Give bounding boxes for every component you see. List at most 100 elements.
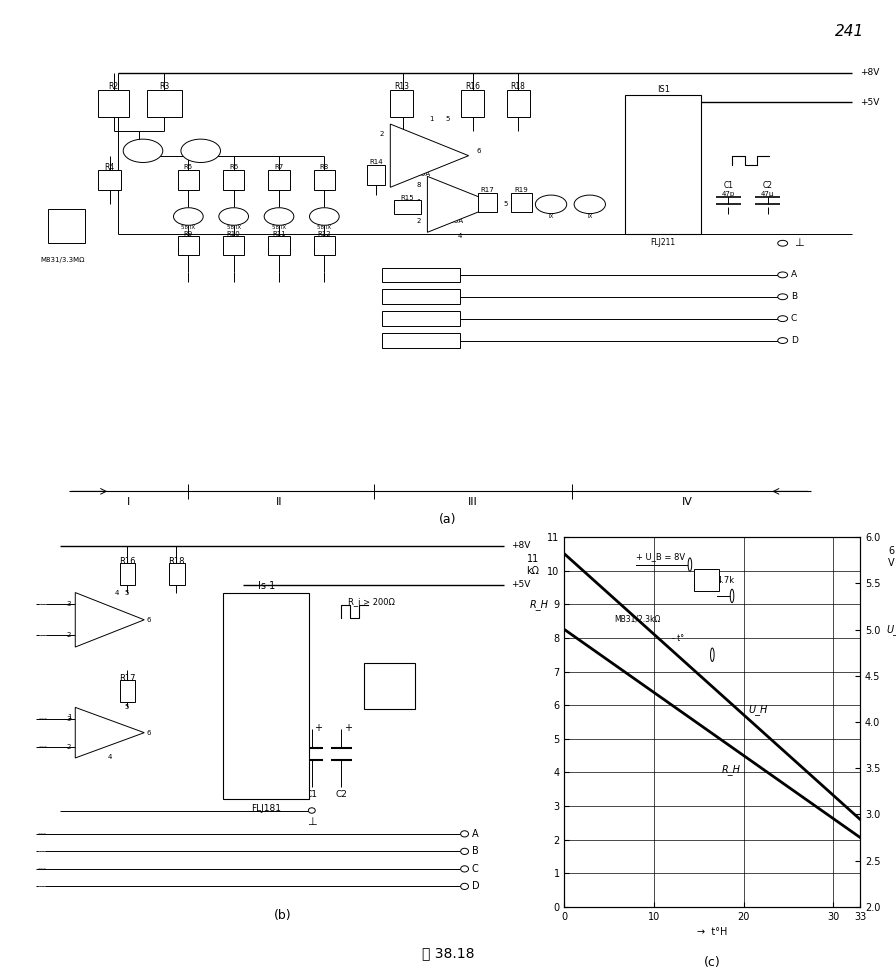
Text: 6
V: 6 V bbox=[888, 546, 895, 568]
Text: BCY: BCY bbox=[319, 219, 330, 225]
Text: 8.2k: 8.2k bbox=[317, 173, 332, 179]
Text: 750k: 750k bbox=[156, 92, 173, 98]
Text: -: - bbox=[75, 604, 79, 614]
Text: + U_B = 8V: + U_B = 8V bbox=[636, 552, 685, 561]
Bar bbox=[394, 200, 421, 214]
Text: BCY: BCY bbox=[274, 219, 284, 225]
Text: 11
kΩ: 11 kΩ bbox=[527, 554, 539, 575]
Circle shape bbox=[536, 195, 566, 214]
Bar bbox=[382, 311, 461, 326]
Text: 12k: 12k bbox=[120, 564, 134, 574]
Text: 1: 1 bbox=[628, 104, 633, 109]
Text: C2: C2 bbox=[335, 790, 348, 800]
Text: R18: R18 bbox=[168, 557, 185, 566]
Text: C: C bbox=[472, 864, 478, 874]
Text: ⊥: ⊥ bbox=[794, 238, 804, 248]
Text: 315A: 315A bbox=[445, 218, 463, 224]
Text: +8V: +8V bbox=[860, 68, 880, 78]
Text: 11: 11 bbox=[690, 185, 698, 191]
Circle shape bbox=[778, 294, 788, 300]
Bar bbox=[268, 170, 289, 190]
Text: FLJ211: FLJ211 bbox=[650, 237, 676, 247]
Text: 2: 2 bbox=[67, 743, 72, 749]
Text: ---: --- bbox=[39, 742, 47, 751]
Text: 2: 2 bbox=[417, 218, 421, 225]
Text: R11: R11 bbox=[272, 231, 286, 236]
Text: R22  2.2k: R22 2.2k bbox=[403, 314, 439, 323]
Text: T3: T3 bbox=[275, 211, 283, 217]
Text: 图 38.18: 图 38.18 bbox=[422, 947, 474, 960]
Text: 10k: 10k bbox=[169, 564, 184, 574]
Text: 6: 6 bbox=[147, 730, 151, 736]
Bar bbox=[314, 235, 335, 255]
Text: 3: 3 bbox=[67, 716, 72, 722]
Text: 3A: 3A bbox=[628, 136, 637, 141]
Text: IS1: IS1 bbox=[657, 85, 669, 93]
Circle shape bbox=[461, 848, 469, 854]
Text: ---: --- bbox=[38, 829, 47, 839]
Text: A: A bbox=[472, 829, 478, 839]
Text: 22k: 22k bbox=[318, 238, 331, 244]
Text: 315A: 315A bbox=[412, 171, 431, 177]
Bar bbox=[147, 90, 182, 117]
Text: T4: T4 bbox=[320, 211, 329, 217]
Text: 4: 4 bbox=[458, 233, 462, 239]
Text: I: I bbox=[127, 497, 131, 507]
Text: - t°: - t° bbox=[672, 634, 685, 643]
Text: 58 IX: 58 IX bbox=[227, 225, 241, 231]
Bar bbox=[478, 194, 496, 212]
Circle shape bbox=[574, 195, 606, 214]
Text: IX: IX bbox=[587, 213, 592, 219]
Text: 10k: 10k bbox=[515, 195, 528, 201]
Circle shape bbox=[174, 208, 203, 226]
Bar bbox=[382, 268, 461, 282]
Text: IX: IX bbox=[548, 213, 554, 219]
Text: BCY: BCY bbox=[183, 219, 194, 225]
Text: R7: R7 bbox=[274, 164, 284, 170]
Text: 3: 3 bbox=[300, 717, 306, 726]
Text: 2: 2 bbox=[301, 744, 306, 754]
Text: 1.5k: 1.5k bbox=[101, 172, 116, 178]
Text: OP2: OP2 bbox=[99, 728, 118, 738]
Text: R16: R16 bbox=[119, 557, 136, 566]
Text: T5: T5 bbox=[547, 197, 556, 206]
Text: 75k: 75k bbox=[401, 201, 414, 207]
Circle shape bbox=[264, 208, 294, 226]
Circle shape bbox=[778, 315, 788, 321]
Text: 47μ: 47μ bbox=[761, 191, 774, 197]
Text: R1: R1 bbox=[61, 209, 72, 219]
Text: 58 IX: 58 IX bbox=[181, 225, 195, 231]
Text: C1: C1 bbox=[306, 790, 318, 800]
Circle shape bbox=[219, 208, 248, 226]
Text: +5V: +5V bbox=[860, 97, 880, 107]
Text: 4FE: 4FE bbox=[628, 153, 640, 158]
Polygon shape bbox=[75, 707, 144, 758]
Text: R6: R6 bbox=[229, 164, 238, 170]
Text: 11D: 11D bbox=[227, 690, 243, 699]
Text: A: A bbox=[791, 270, 797, 279]
Text: R14: R14 bbox=[369, 160, 383, 165]
Text: R19: R19 bbox=[514, 187, 529, 193]
Circle shape bbox=[181, 139, 220, 162]
Text: T6: T6 bbox=[585, 197, 595, 206]
Polygon shape bbox=[427, 176, 497, 233]
Text: R20  2.2k: R20 2.2k bbox=[402, 270, 439, 279]
Polygon shape bbox=[75, 593, 144, 647]
Text: +: + bbox=[344, 723, 352, 733]
Text: ---: --- bbox=[39, 599, 47, 609]
Text: M831/3.3MΩ: M831/3.3MΩ bbox=[40, 257, 84, 264]
Text: R12: R12 bbox=[317, 231, 332, 236]
Text: R3: R3 bbox=[159, 82, 169, 91]
Bar bbox=[169, 563, 185, 585]
Bar bbox=[48, 209, 85, 243]
Circle shape bbox=[778, 240, 788, 246]
Circle shape bbox=[124, 139, 163, 162]
Text: 14: 14 bbox=[690, 136, 698, 141]
Text: R17: R17 bbox=[480, 187, 495, 193]
Text: 5: 5 bbox=[300, 663, 306, 671]
Text: 12k: 12k bbox=[120, 681, 134, 691]
Text: E: E bbox=[198, 146, 203, 156]
Text: 5: 5 bbox=[504, 201, 508, 207]
Text: 3: 3 bbox=[67, 601, 72, 607]
Text: D: D bbox=[472, 882, 479, 891]
